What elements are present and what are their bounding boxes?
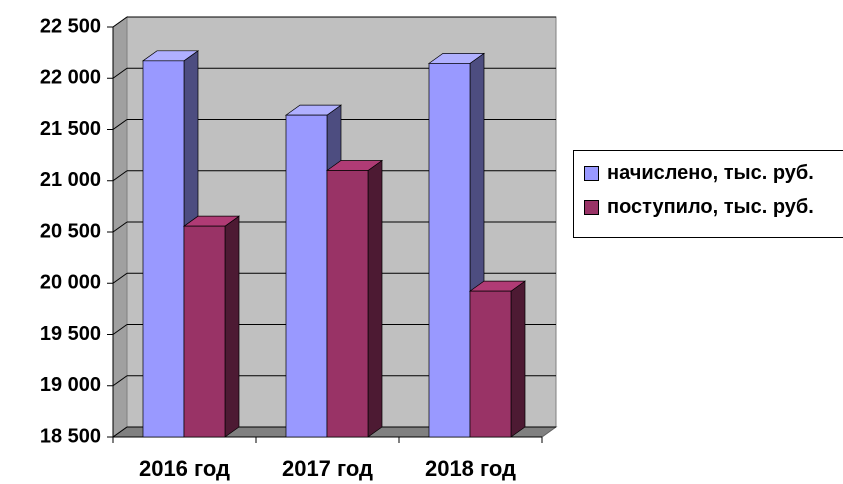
bar (142, 60, 185, 438)
y-tick-label: 20 000 (40, 272, 101, 294)
grid-line-side (112, 119, 128, 130)
legend-swatch (584, 166, 599, 181)
grid-line-side (112, 272, 128, 284)
y-tick-label: 22 000 (40, 67, 101, 89)
legend: начислено, тыс. руб. поступило, тыс. руб. (573, 150, 843, 238)
y-tick-label: 20 500 (40, 220, 101, 242)
legend-label: поступило, тыс. руб. (607, 196, 814, 218)
legend-item: поступило, тыс. руб. (584, 195, 843, 219)
y-tick-label: 18 500 (40, 425, 101, 447)
grid-line-side (112, 16, 128, 28)
grid-line-side (112, 324, 128, 335)
bar (285, 114, 328, 438)
bar (326, 170, 369, 438)
x-tick-label: 2017 год (282, 456, 373, 481)
grid-line-side (112, 170, 128, 182)
grid-line-side (112, 375, 128, 387)
bar (183, 225, 226, 438)
legend-item: начислено, тыс. руб. (584, 161, 843, 185)
bar (469, 290, 512, 438)
bar-side (510, 280, 526, 438)
grid-line-side (112, 221, 128, 233)
legend-swatch (584, 200, 599, 215)
y-tick-label: 21 500 (40, 118, 101, 140)
legend-label: начислено, тыс. руб. (607, 162, 814, 184)
grid-line-side (112, 67, 128, 79)
bar-side (367, 159, 383, 438)
y-tick-label: 21 000 (40, 169, 101, 191)
grid-line-side (112, 426, 128, 438)
x-tick-label: 2018 год (425, 456, 516, 481)
y-tick-label: 22 500 (40, 15, 101, 37)
bar (428, 63, 471, 438)
y-tick-label: 19 000 (40, 374, 101, 396)
y-tick-label: 19 500 (40, 323, 101, 345)
bar-side (224, 215, 240, 438)
x-tick-label: 2016 год (139, 456, 230, 481)
